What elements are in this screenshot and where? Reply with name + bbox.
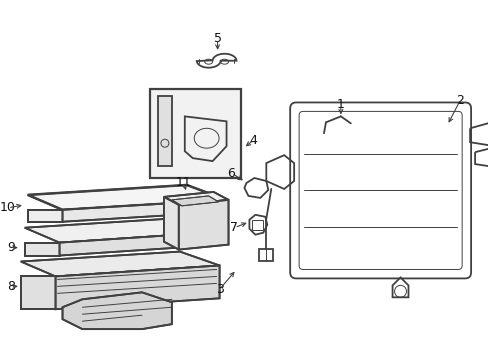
Polygon shape bbox=[163, 197, 179, 249]
Polygon shape bbox=[60, 232, 223, 256]
Bar bbox=[252, 220, 263, 230]
Text: 2: 2 bbox=[455, 94, 463, 107]
Text: 7: 7 bbox=[230, 221, 238, 234]
Text: 1: 1 bbox=[336, 98, 344, 111]
Text: 11: 11 bbox=[176, 176, 191, 189]
Text: 4: 4 bbox=[249, 134, 257, 147]
Text: 8: 8 bbox=[7, 280, 15, 293]
Text: 6: 6 bbox=[227, 167, 235, 180]
Text: 3: 3 bbox=[215, 283, 223, 296]
Bar bbox=[158, 96, 171, 166]
Polygon shape bbox=[163, 192, 228, 205]
Polygon shape bbox=[62, 200, 226, 222]
Text: 5: 5 bbox=[213, 32, 221, 45]
Polygon shape bbox=[179, 200, 228, 249]
Text: 9: 9 bbox=[7, 241, 15, 254]
Polygon shape bbox=[62, 292, 171, 329]
Polygon shape bbox=[56, 265, 219, 309]
Polygon shape bbox=[28, 185, 226, 210]
Polygon shape bbox=[25, 218, 223, 243]
Polygon shape bbox=[25, 243, 60, 256]
Polygon shape bbox=[171, 196, 218, 206]
Bar bbox=[150, 89, 241, 178]
Polygon shape bbox=[28, 210, 62, 222]
Text: 10: 10 bbox=[0, 201, 16, 214]
Polygon shape bbox=[20, 276, 56, 309]
Polygon shape bbox=[20, 252, 219, 276]
